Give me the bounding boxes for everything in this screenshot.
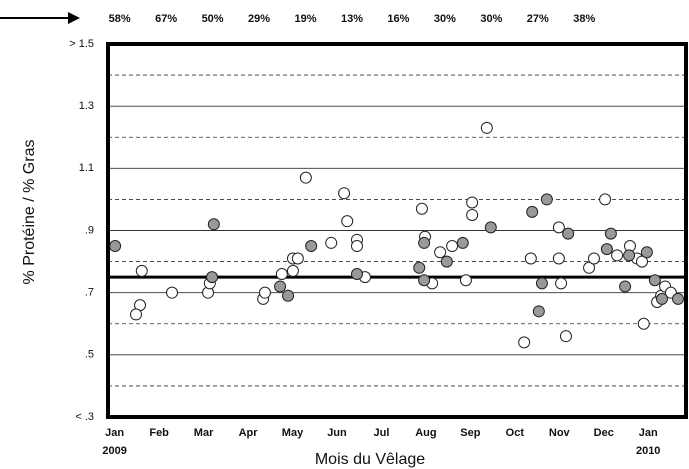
y-tick-label: 1.3 [79, 100, 94, 112]
top-label: 16% [387, 13, 409, 25]
point [671, 292, 684, 305]
x-tick-label: Nov [549, 427, 571, 439]
point [434, 246, 447, 259]
point [166, 286, 179, 299]
point [291, 252, 304, 265]
point [415, 202, 428, 215]
x-tick-label: Oct [506, 427, 525, 439]
point [456, 236, 469, 249]
point [325, 236, 338, 249]
point [562, 227, 575, 240]
point [466, 196, 479, 209]
top-label: 58% [109, 13, 131, 25]
point [604, 227, 617, 240]
x-tick-label: Aug [415, 427, 436, 439]
point [599, 193, 612, 206]
x-tick-label: Jun [327, 427, 347, 439]
point [282, 289, 295, 302]
x-tick-label: Jan [639, 427, 658, 439]
x-tick-label: Jul [373, 427, 389, 439]
x-tick-label: Feb [149, 427, 169, 439]
point [532, 305, 545, 318]
point [623, 249, 636, 262]
point [275, 268, 288, 281]
point [286, 264, 299, 277]
point [583, 261, 596, 274]
point [637, 317, 650, 330]
point [535, 277, 548, 290]
point [484, 221, 497, 234]
point [305, 240, 318, 253]
plot-frame [106, 42, 688, 419]
point [648, 274, 661, 287]
year-label: 2010 [636, 445, 660, 457]
point [640, 246, 653, 259]
point [611, 249, 624, 262]
point [418, 236, 431, 249]
x-tick-label: Jan [105, 427, 124, 439]
point [540, 193, 553, 206]
point [480, 121, 493, 134]
point [109, 240, 122, 253]
point [635, 255, 648, 268]
top-label: 19% [294, 13, 316, 25]
point [299, 171, 312, 184]
point [440, 255, 453, 268]
point [559, 330, 572, 343]
point [600, 243, 613, 256]
y-tick-label: 1.1 [79, 162, 94, 174]
top-label: 67% [155, 13, 177, 25]
top-label: 27% [527, 13, 549, 25]
y-tick-label: < .3 [75, 411, 94, 423]
x-tick-label: Sep [460, 427, 480, 439]
point [587, 252, 600, 265]
point [341, 215, 354, 228]
x-tick-label: May [282, 427, 304, 439]
point [274, 280, 287, 293]
point [655, 292, 668, 305]
top-label: 30% [480, 13, 502, 25]
point [130, 308, 143, 321]
top-label: 38% [573, 13, 595, 25]
point [524, 252, 537, 265]
y-axis-label: % Protéine / % Gras [21, 140, 38, 285]
point [446, 240, 459, 253]
top-label: 30% [434, 13, 456, 25]
point [552, 252, 565, 265]
point [466, 208, 479, 221]
y-tick-label: > 1.5 [69, 38, 94, 50]
point [413, 261, 426, 274]
point [552, 221, 565, 234]
year-label: 2009 [102, 445, 126, 457]
point [206, 271, 219, 284]
point [459, 274, 472, 287]
point [555, 277, 568, 290]
point [258, 286, 271, 299]
y-tick-label: .9 [85, 224, 94, 236]
point [135, 264, 148, 277]
point [518, 336, 531, 349]
top-label: 50% [202, 13, 224, 25]
x-tick-label: Apr [239, 427, 259, 439]
top-label: 29% [248, 13, 270, 25]
point [526, 205, 539, 218]
point [619, 280, 632, 293]
y-tick-label: .7 [85, 287, 94, 299]
y-tick-label: .5 [85, 349, 94, 361]
point [418, 274, 431, 287]
arrow-head [68, 12, 80, 24]
x-tick-label: Mar [194, 427, 214, 439]
x-tick-label: Dec [594, 427, 614, 439]
x-axis-label: Mois du Vêlage [315, 451, 425, 468]
point [207, 218, 220, 231]
point [350, 240, 363, 253]
point [350, 268, 363, 281]
top-label: 13% [341, 13, 363, 25]
point [338, 187, 351, 200]
